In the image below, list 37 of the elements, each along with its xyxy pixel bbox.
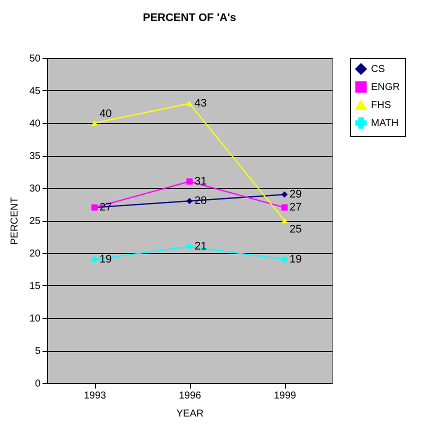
x-tick-label: 1996 [178,390,202,402]
point [186,178,193,185]
point [186,100,193,106]
y-tick-label: 30 [29,184,41,194]
x-axis-title: YEAR [176,408,204,420]
y-tick-label: 50 [29,54,41,64]
point [281,256,288,263]
data-label: 25 [290,224,302,236]
x-tick-label: 1999 [274,390,297,402]
chart-title: PERCENT OF 'A's [142,12,236,24]
legend-label: CS [371,64,386,75]
data-label: 40 [100,108,112,120]
point [91,120,98,126]
y-tick-label: 25 [29,216,41,227]
x-tick-label: 1993 [84,390,107,402]
y-tick-label: 20 [29,248,41,260]
point [186,198,193,204]
point [91,256,98,263]
y-axis-title: PERCENT [9,197,20,245]
data-label: 27 [290,202,302,214]
y-tick-label: 5 [34,346,41,357]
y-tick-label: 15 [29,281,41,292]
legend-label: ENGR [371,82,400,93]
data-label: 19 [290,254,302,266]
point [281,204,288,211]
point [281,191,288,198]
point [281,218,288,224]
data-label: 29 [290,188,302,200]
y-tick-label: 0 [34,378,41,390]
legend-label: MATH [371,118,399,129]
y-tick-label: 40 [29,118,41,130]
y-tick-label: 45 [29,86,41,97]
data-label: 43 [194,98,207,110]
y-tick-label: 35 [29,151,41,162]
y-tick-label: 10 [29,314,41,324]
point [186,243,193,250]
legend-label: FHS [371,100,392,111]
